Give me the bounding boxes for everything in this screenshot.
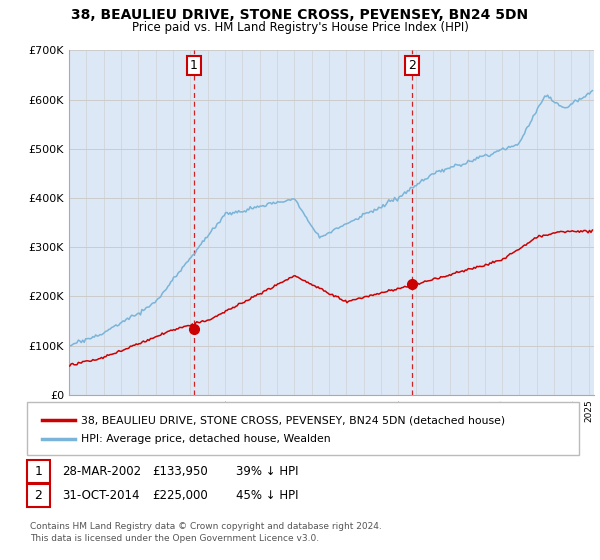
- Text: 38, BEAULIEU DRIVE, STONE CROSS, PEVENSEY, BN24 5DN (detached house): 38, BEAULIEU DRIVE, STONE CROSS, PEVENSE…: [81, 415, 505, 425]
- Text: £225,000: £225,000: [152, 489, 208, 502]
- Text: 39% ↓ HPI: 39% ↓ HPI: [236, 465, 298, 478]
- Text: £133,950: £133,950: [152, 465, 208, 478]
- Text: 1: 1: [34, 465, 43, 478]
- Text: 2: 2: [408, 59, 416, 72]
- Text: 28-MAR-2002: 28-MAR-2002: [62, 465, 141, 478]
- Text: Price paid vs. HM Land Registry's House Price Index (HPI): Price paid vs. HM Land Registry's House …: [131, 21, 469, 34]
- Text: 38, BEAULIEU DRIVE, STONE CROSS, PEVENSEY, BN24 5DN: 38, BEAULIEU DRIVE, STONE CROSS, PEVENSE…: [71, 8, 529, 22]
- Text: 31-OCT-2014: 31-OCT-2014: [62, 489, 139, 502]
- Text: 1: 1: [190, 59, 198, 72]
- Text: 2: 2: [34, 489, 43, 502]
- Text: 45% ↓ HPI: 45% ↓ HPI: [236, 489, 298, 502]
- Text: Contains HM Land Registry data © Crown copyright and database right 2024.
This d: Contains HM Land Registry data © Crown c…: [30, 522, 382, 543]
- Text: HPI: Average price, detached house, Wealden: HPI: Average price, detached house, Weal…: [81, 434, 331, 444]
